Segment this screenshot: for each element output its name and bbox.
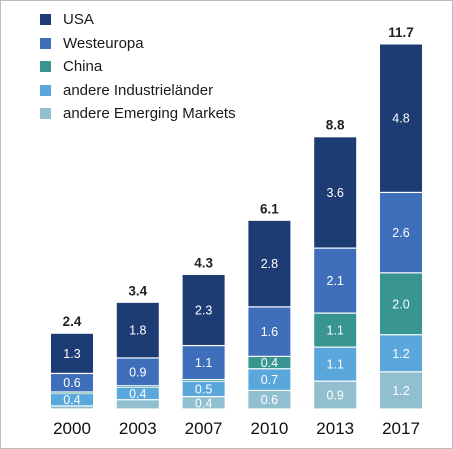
segment-value-label-westeuropa-2013: 2.1 [327, 274, 344, 288]
bar-segment-westeuropa-2013 [314, 248, 357, 313]
legend-swatch-china [40, 61, 51, 73]
segment-value-label-china-2013: 1.1 [327, 324, 344, 338]
segment-value-label-andere-industrielaender-2010: 0.7 [261, 373, 278, 387]
bar-segment-usa-2003 [116, 302, 159, 358]
bar-segment-andere-industrielaender-2000 [51, 394, 93, 406]
x-tick-label-2003: 2003 [119, 419, 157, 438]
legend-label-china: China [63, 58, 103, 76]
bar-total-label-2010: 6.1 [260, 201, 279, 216]
legend-swatch-westeuropa [40, 37, 51, 49]
x-tick-label-2000: 2000 [53, 419, 91, 438]
segment-value-label-usa-2013: 3.6 [327, 186, 344, 200]
bar-segment-usa-2017 [380, 44, 422, 192]
x-tick-label-2017: 2017 [382, 419, 420, 438]
segment-value-label-westeuropa-2007: 1.1 [195, 356, 212, 370]
bar-segment-westeuropa-2010 [248, 307, 291, 356]
segment-value-label-andere-industrielaender-2017: 1.2 [392, 347, 409, 361]
bar-segment-andere-industrielaender-2017 [380, 335, 422, 372]
bar-segment-westeuropa-2007 [182, 346, 225, 380]
bar-segment-china-2017 [380, 273, 422, 335]
segment-value-label-westeuropa-2003: 0.9 [129, 365, 146, 379]
legend-label-westeuropa: Westeuropa [63, 34, 144, 52]
bar-segment-andere-industrielaender-2013 [314, 347, 357, 381]
bar-segment-westeuropa-2017 [380, 193, 422, 273]
legend-item-westeuropa: Westeuropa [40, 32, 236, 56]
bar-total-label-2000: 2.4 [63, 314, 82, 329]
segment-value-label-usa-2007: 2.3 [195, 303, 212, 317]
segment-value-label-andere-industrielaender-2007: 0.5 [195, 382, 212, 396]
legend-swatch-andere-industrielaender [40, 84, 51, 96]
legend-item-andere-industrielaender: andere Industrieländer [40, 79, 236, 103]
segment-value-label-andere-emerging-markets-2010: 0.6 [261, 393, 278, 407]
bar-total-label-2013: 8.8 [326, 118, 345, 133]
legend-label-andere-industrielaender: andere Industrieländer [63, 81, 214, 99]
segment-value-label-usa-2017: 4.8 [392, 112, 409, 126]
segment-value-label-china-2017: 2.0 [392, 297, 409, 311]
bar-segment-usa-2007 [182, 275, 225, 345]
legend-label-andere-emerging-markets: andere Emerging Markets [63, 105, 236, 123]
bar-total-label-2003: 3.4 [128, 283, 147, 298]
segment-value-label-andere-emerging-markets-2013: 0.9 [327, 389, 344, 403]
bar-segment-usa-2010 [248, 220, 291, 307]
legend-item-andere-emerging-markets: andere Emerging Markets [40, 102, 236, 126]
legend-swatch-usa [40, 14, 51, 26]
legend: USA Westeuropa China andere Industrielän… [40, 8, 236, 126]
bar-segment-andere-industrielaender-2003 [116, 387, 159, 400]
segment-value-label-andere-industrielaender-2000: 0.4 [63, 393, 80, 407]
x-tick-label-2013: 2013 [316, 419, 354, 438]
segment-value-label-andere-emerging-markets-2017: 1.2 [392, 384, 409, 398]
segment-value-label-westeuropa-2000: 0.6 [63, 376, 80, 390]
bar-segment-usa-2000 [51, 333, 93, 373]
legend-swatch-andere-emerging-markets [40, 108, 51, 120]
bar-segment-andere-emerging-markets-2010 [248, 391, 291, 409]
segment-value-label-westeuropa-2010: 1.6 [261, 325, 278, 339]
segment-value-label-andere-industrielaender-2013: 1.1 [327, 358, 344, 372]
bar-segment-china-2007 [182, 380, 225, 382]
legend-item-usa: USA [40, 8, 236, 32]
bar-segment-china-2010 [248, 357, 291, 369]
segment-value-label-usa-2000: 1.3 [63, 347, 80, 361]
bar-segment-andere-emerging-markets-2000 [51, 406, 93, 409]
bar-segment-westeuropa-2003 [116, 358, 159, 386]
legend-label-usa: USA [63, 11, 94, 29]
segment-value-label-usa-2003: 1.8 [129, 324, 146, 338]
bar-segment-china-2003 [116, 386, 159, 388]
bar-segment-andere-emerging-markets-2003 [116, 400, 159, 409]
bar-segment-andere-industrielaender-2010 [248, 369, 291, 390]
segment-value-label-usa-2010: 2.8 [261, 257, 278, 271]
bar-segment-andere-industrielaender-2007 [182, 381, 225, 397]
bar-total-label-2017: 11.7 [388, 25, 414, 40]
bar-segment-china-2000 [51, 392, 93, 394]
segment-value-label-westeuropa-2017: 2.6 [392, 226, 409, 240]
legend-item-china: China [40, 55, 236, 79]
bar-segment-china-2013 [314, 313, 357, 347]
bar-segment-andere-emerging-markets-2013 [314, 381, 357, 409]
bar-segment-andere-emerging-markets-2007 [182, 397, 225, 409]
x-tick-label-2007: 2007 [185, 419, 223, 438]
segment-value-label-andere-industrielaender-2003: 0.4 [129, 387, 146, 401]
bar-segment-andere-emerging-markets-2017 [380, 372, 422, 409]
x-tick-label-2010: 2010 [250, 419, 288, 438]
bar-total-label-2007: 4.3 [194, 255, 213, 270]
segment-value-label-china-2010: 0.4 [261, 356, 278, 370]
segment-value-label-andere-emerging-markets-2007: 0.4 [195, 396, 212, 410]
bar-segment-usa-2013 [314, 137, 357, 248]
bar-segment-westeuropa-2000 [51, 374, 93, 392]
